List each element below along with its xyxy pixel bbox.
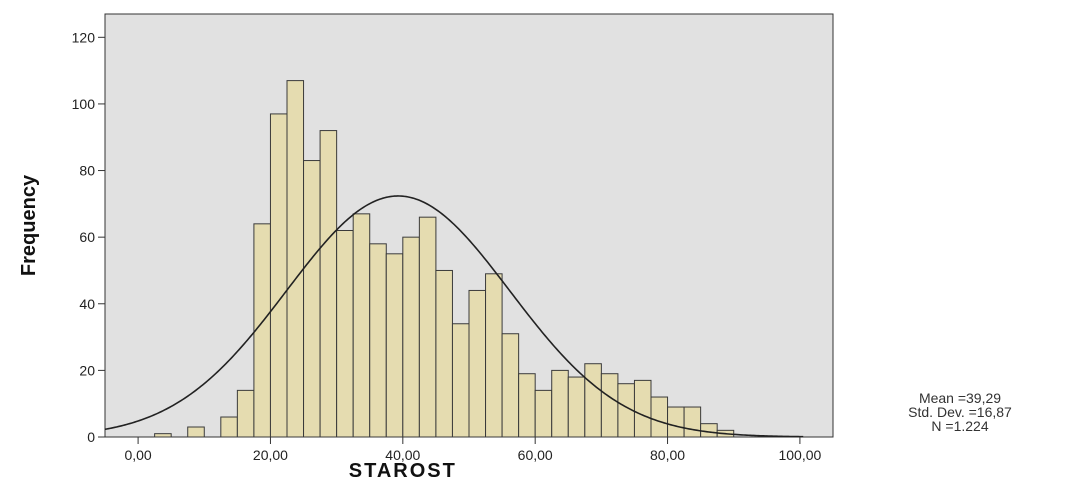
histogram-bar — [369, 243, 387, 438]
histogram-bar — [236, 389, 255, 438]
histogram-bar — [485, 273, 503, 438]
histogram-bar — [650, 396, 669, 438]
stats-box: Mean =39,29 Std. Dev. =16,87 N =1.224 — [860, 391, 1060, 433]
histogram-bar — [319, 130, 338, 438]
histogram-bar — [468, 289, 487, 438]
x-tick-label: 80,00 — [650, 447, 685, 463]
histogram-bar — [303, 160, 321, 438]
x-tick-label: 100,00 — [778, 447, 821, 463]
histogram-bar — [418, 216, 437, 438]
x-axis: 0,00 20,00 40,00 60,00 80,00 100,00 — [124, 437, 822, 463]
histogram-bar — [501, 333, 520, 438]
normal-curve — [104, 195, 804, 438]
histogram-bar — [402, 236, 420, 438]
y-tick-label: 0 — [87, 429, 95, 445]
y-tick-label: 20 — [79, 362, 95, 378]
histogram-bar — [286, 80, 305, 438]
x-tick-label: 0,00 — [124, 447, 151, 463]
y-tick-label: 80 — [79, 163, 95, 179]
y-tick-label: 100 — [72, 96, 96, 112]
histogram-bar — [336, 229, 354, 438]
x-axis-title: STAROST — [349, 460, 457, 482]
histogram-bar — [435, 269, 453, 438]
histogram-bar — [700, 423, 718, 438]
histogram-bar — [584, 363, 602, 438]
histogram-bar — [385, 253, 404, 438]
histogram-bar — [551, 369, 569, 438]
histogram-bar — [154, 433, 172, 438]
stats-std-dev: Std. Dev. =16,87 — [908, 404, 1012, 420]
y-tick-label: 120 — [72, 29, 96, 45]
histogram-bar — [683, 406, 702, 438]
histogram-bar — [633, 379, 652, 438]
histogram-bar — [269, 113, 288, 438]
histogram-bar — [451, 323, 470, 438]
histogram-bar — [667, 406, 685, 438]
y-axis: 0 20 40 60 80 100 120 — [72, 29, 105, 445]
y-axis-title: Frequency — [18, 174, 40, 276]
histogram-bar — [352, 213, 371, 438]
histogram-bar — [220, 416, 238, 438]
stats-n: N =1.224 — [931, 418, 989, 434]
histogram-bar — [187, 426, 205, 438]
histogram-bar — [600, 373, 619, 438]
histogram-bar — [567, 376, 586, 438]
x-tick-label: 20,00 — [253, 447, 288, 463]
bars-layer — [154, 80, 735, 438]
stats-mean: Mean =39,29 — [918, 390, 1002, 406]
y-tick-label: 60 — [79, 229, 95, 245]
histogram-bar — [534, 389, 553, 438]
x-tick-label: 60,00 — [518, 447, 553, 463]
histogram-bar — [518, 373, 536, 438]
y-tick-label: 40 — [79, 296, 95, 312]
x-tick-label: 40,00 — [385, 447, 420, 463]
